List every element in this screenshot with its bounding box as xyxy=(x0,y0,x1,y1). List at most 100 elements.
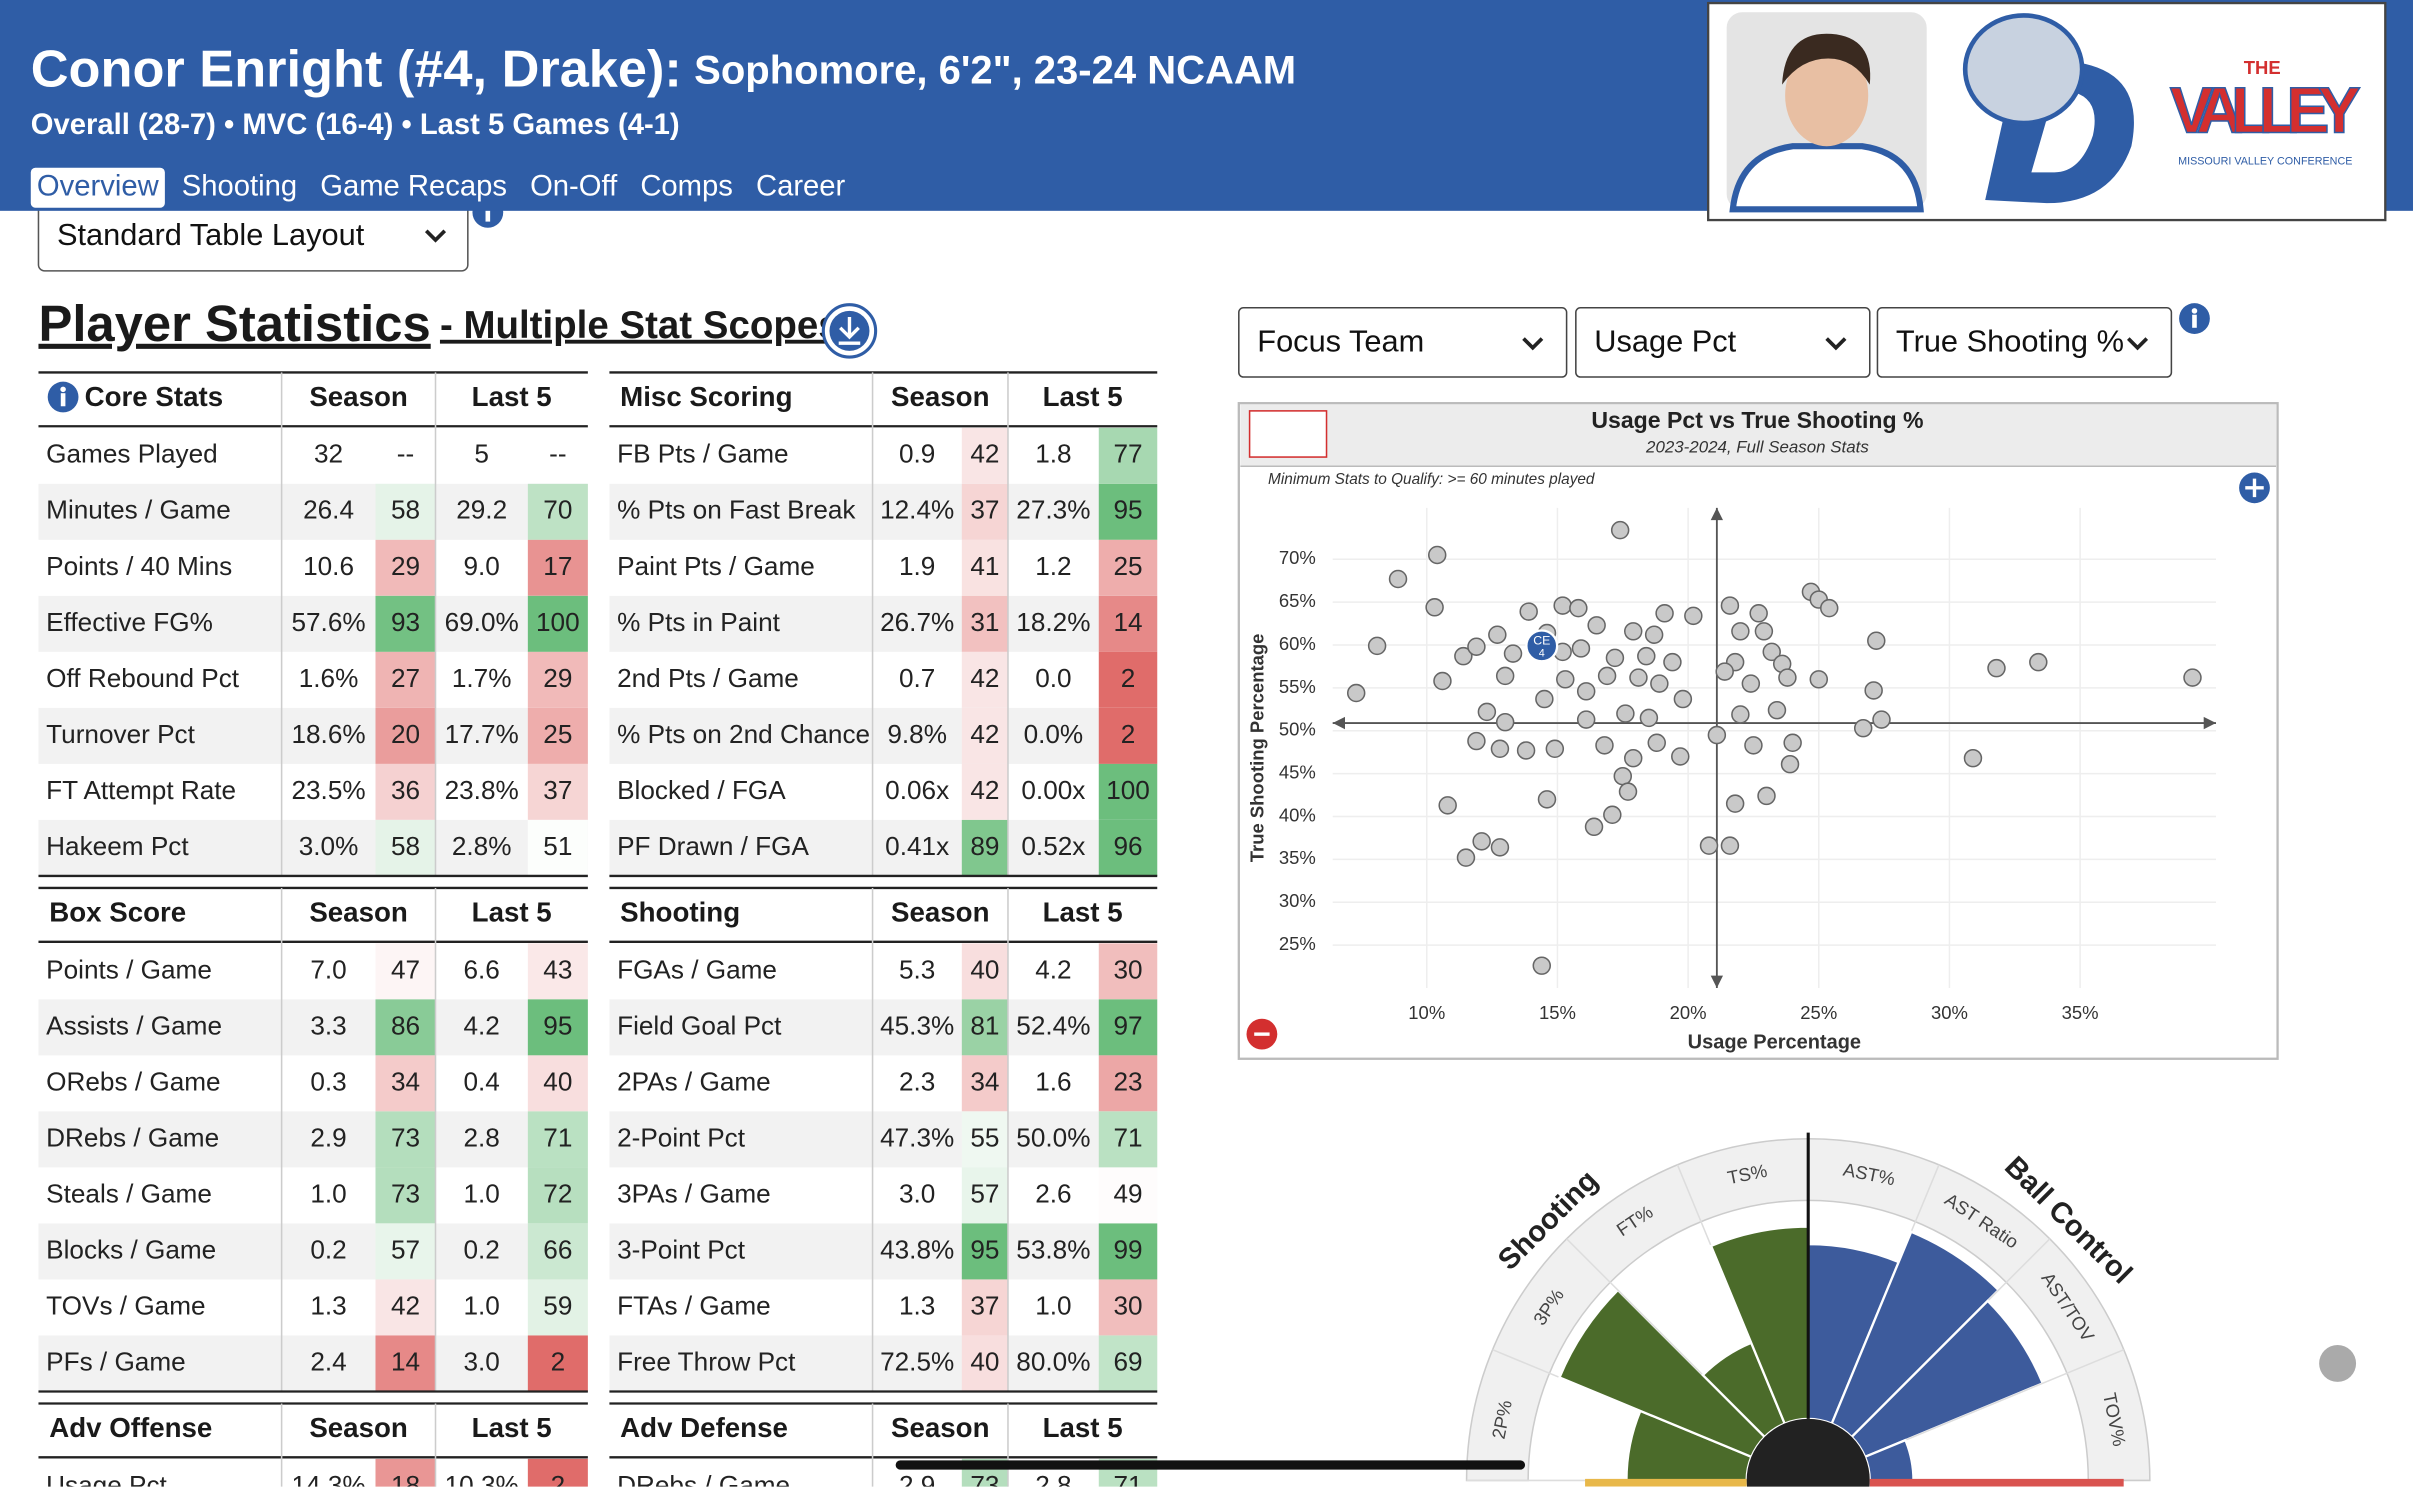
scatter-point[interactable] xyxy=(1433,671,1452,691)
focus-player[interactable] xyxy=(1525,629,1559,663)
chart-select[interactable] xyxy=(1575,307,1871,378)
stat-value: 10.3% xyxy=(445,1470,519,1487)
scatter-point[interactable] xyxy=(1537,790,1557,809)
scatter-point[interactable] xyxy=(2029,652,2048,672)
scatter-point[interactable] xyxy=(1715,662,1734,681)
scatter-point[interactable] xyxy=(1532,956,1551,975)
scatter-point[interactable] xyxy=(1438,796,1457,815)
info-icon[interactable] xyxy=(47,381,79,413)
scatter-point[interactable] xyxy=(1731,622,1750,641)
scatter-point[interactable] xyxy=(1467,731,1486,751)
scatter-point[interactable] xyxy=(1629,668,1648,687)
scatter-point[interactable] xyxy=(1516,741,1536,760)
scatter-point[interactable] xyxy=(1425,598,1444,617)
scatter-point[interactable] xyxy=(1490,739,1510,758)
scatter-point[interactable] xyxy=(1616,704,1635,723)
scatter-point[interactable] xyxy=(1754,622,1774,641)
scatter-point[interactable] xyxy=(1595,736,1614,755)
scatter-point[interactable] xyxy=(1720,596,1740,615)
nav-tab[interactable]: Career xyxy=(756,170,846,202)
scatter-point[interactable] xyxy=(1456,848,1476,867)
info-icon[interactable] xyxy=(2179,303,2210,334)
scatter-point[interactable] xyxy=(1637,646,1656,666)
scatter-point[interactable] xyxy=(1576,682,1596,701)
scatter-point[interactable] xyxy=(1569,598,1588,618)
scatter-point[interactable] xyxy=(1741,674,1761,693)
scatter-point[interactable] xyxy=(1699,836,1719,855)
scatter-point[interactable] xyxy=(1519,602,1538,621)
scatter-point[interactable] xyxy=(1495,666,1515,686)
nav-tab[interactable]: Game Recaps xyxy=(320,170,507,202)
scatter-point[interactable] xyxy=(2183,668,2202,687)
scatter-point[interactable] xyxy=(1744,736,1763,755)
chart-select[interactable] xyxy=(1876,307,2173,378)
percentile-cell xyxy=(1098,483,1158,540)
scatter-point[interactable] xyxy=(1963,748,1983,768)
scatter-point[interactable] xyxy=(1488,625,1507,644)
scatter-point[interactable] xyxy=(1623,748,1643,768)
assistive-touch[interactable] xyxy=(2319,1344,2357,1382)
stat-value: 57.6% xyxy=(291,607,365,637)
scatter-point[interactable] xyxy=(1872,710,1891,729)
scatter-point[interactable] xyxy=(1655,604,1674,623)
scatter-point[interactable] xyxy=(1576,710,1596,729)
scatter-point[interactable] xyxy=(1613,766,1633,786)
scatter-point[interactable] xyxy=(1864,681,1883,700)
scatter-point[interactable] xyxy=(1553,596,1572,615)
scatter-point[interactable] xyxy=(1663,652,1682,672)
scatter-point[interactable] xyxy=(1987,658,2006,678)
scatter-point[interactable] xyxy=(1556,670,1575,689)
scatter-point[interactable] xyxy=(1388,569,1408,589)
nav-tab[interactable]: Overview xyxy=(37,170,160,202)
scatter-point[interactable] xyxy=(1584,817,1604,837)
scatter-point[interactable] xyxy=(1603,805,1622,825)
scatter-point[interactable] xyxy=(1783,733,1802,752)
scatter-point[interactable] xyxy=(1757,786,1776,806)
chart-select[interactable] xyxy=(1238,307,1568,378)
scatter-point[interactable] xyxy=(1639,708,1659,728)
scatter-point[interactable] xyxy=(1597,666,1617,686)
scatter-point[interactable] xyxy=(1647,733,1666,752)
nav-tab[interactable]: Shooting xyxy=(182,170,297,202)
scatter-point[interactable] xyxy=(1477,702,1497,722)
scatter-point[interactable] xyxy=(1867,631,1886,650)
scatter-point[interactable] xyxy=(1767,700,1787,720)
scatter-point[interactable] xyxy=(1853,718,1873,738)
percentile-cell xyxy=(375,1111,436,1168)
scatter-point[interactable] xyxy=(1671,747,1690,766)
scatter-point[interactable] xyxy=(1707,725,1727,745)
scatter-point[interactable] xyxy=(1545,739,1565,758)
scatter-point[interactable] xyxy=(1367,636,1387,656)
nav-tab[interactable]: On-Off xyxy=(530,170,618,202)
scatter-point[interactable] xyxy=(1778,668,1797,687)
scatter-point[interactable] xyxy=(1503,644,1523,663)
scatter-point[interactable] xyxy=(1346,683,1366,703)
scatter-point[interactable] xyxy=(1684,606,1703,626)
scatter-point[interactable] xyxy=(1650,674,1669,693)
scatter-point[interactable] xyxy=(1610,520,1630,540)
scatter-point[interactable] xyxy=(1644,625,1664,644)
scatter-point[interactable] xyxy=(1673,689,1693,709)
scatter-point[interactable] xyxy=(1623,622,1643,641)
row-label: Points / 40 Mins xyxy=(46,551,232,581)
scatter-point[interactable] xyxy=(1819,598,1839,618)
scatter-point[interactable] xyxy=(1467,637,1486,656)
nav-tab[interactable]: Comps xyxy=(640,170,733,202)
scatter-point[interactable] xyxy=(1731,705,1750,724)
scatter-point[interactable] xyxy=(1587,616,1606,635)
scatter-point[interactable] xyxy=(1571,639,1591,658)
scatter-point[interactable] xyxy=(1618,782,1638,801)
scatter-point[interactable] xyxy=(1490,838,1510,857)
scatter-point[interactable] xyxy=(1780,754,1800,774)
scatter-point[interactable] xyxy=(1535,689,1554,709)
scatter-point[interactable] xyxy=(1725,794,1745,813)
scatter-point[interactable] xyxy=(1427,545,1447,565)
scatter-point[interactable] xyxy=(1720,836,1740,855)
scatter-point[interactable] xyxy=(1762,642,1781,662)
scatter-point[interactable] xyxy=(1454,646,1473,666)
scatter-point[interactable] xyxy=(1605,648,1625,668)
scatter-point[interactable] xyxy=(1749,604,1768,623)
scatter-point[interactable] xyxy=(1809,670,1829,689)
scatter-point[interactable] xyxy=(1495,712,1515,732)
scatter-point[interactable] xyxy=(1472,832,1491,851)
